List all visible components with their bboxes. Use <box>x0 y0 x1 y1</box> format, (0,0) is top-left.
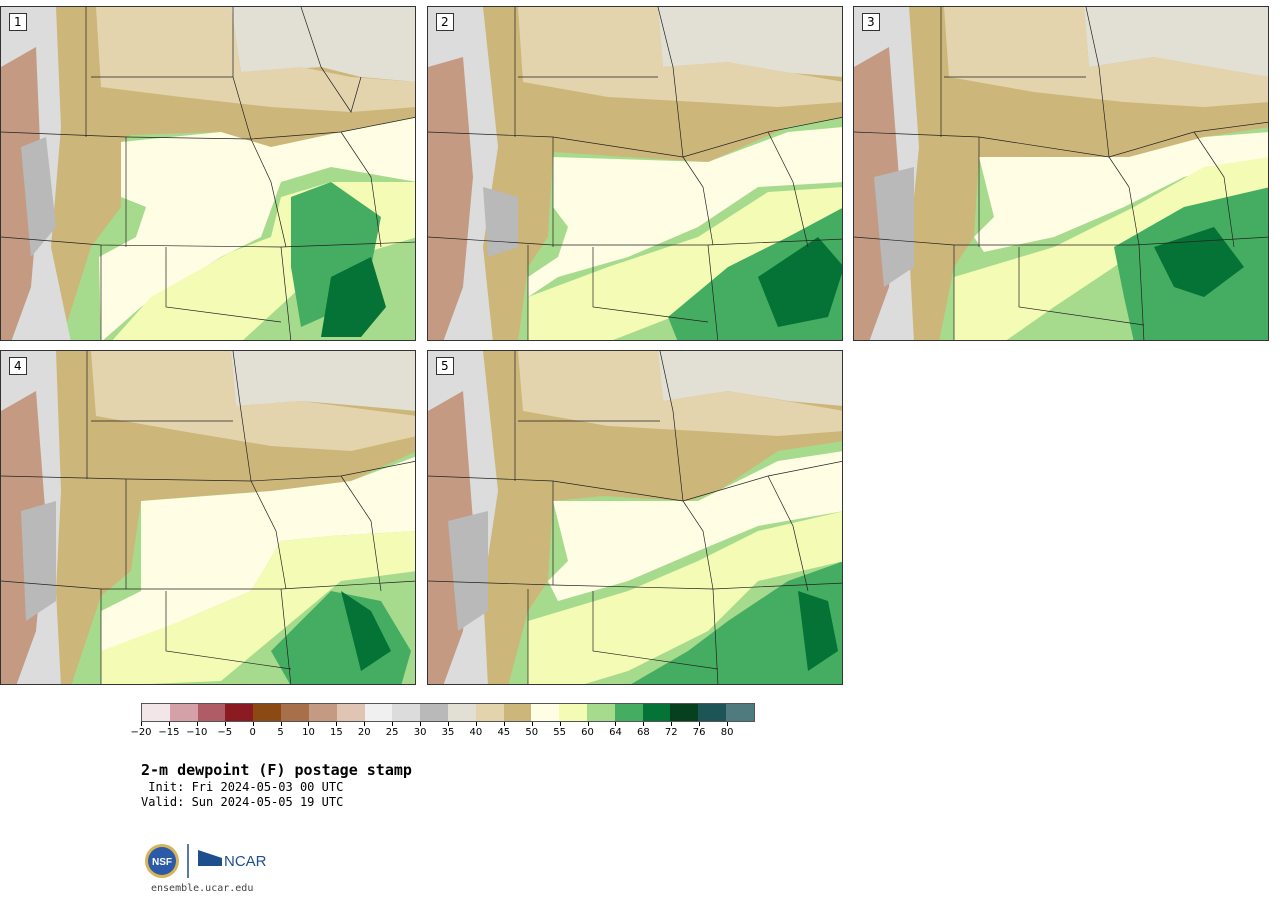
colorbar-tick <box>252 722 254 726</box>
colorbar-tick-label: 0 <box>249 727 256 738</box>
colorbar-tick <box>531 722 533 726</box>
colorbar-swatch <box>364 704 393 721</box>
colorbar-tick-label: 60 <box>581 727 594 738</box>
colorbar-swatch <box>253 704 282 721</box>
logos: NSF NCAR <box>144 842 274 880</box>
colorbar-tick <box>643 722 645 726</box>
colorbar-tick <box>196 722 198 726</box>
colorbar <box>141 703 755 722</box>
colorbar-tick <box>587 722 589 726</box>
colorbar-swatch <box>642 704 671 721</box>
dewpoint-map-5 <box>428 351 842 684</box>
ncar-logo-text: NCAR <box>224 853 267 870</box>
map-title: 2-m dewpoint (F) postage stamp <box>141 761 412 779</box>
colorbar-tick <box>141 722 142 726</box>
colorbar-tick-label: 10 <box>302 727 315 738</box>
colorbar-tick <box>671 722 673 726</box>
map-panel-3: 3 <box>853 6 1269 341</box>
map-panel-5: 5 <box>427 350 843 685</box>
colorbar-tick-label: 5 <box>277 727 284 738</box>
colorbar-tick-label: 50 <box>525 727 539 738</box>
colorbar-tick <box>280 722 282 726</box>
colorbar-tick <box>336 722 338 726</box>
colorbar-tick-label: 72 <box>664 727 678 738</box>
map-panel-4: 4 <box>0 350 416 685</box>
colorbar-tick-label: 45 <box>497 727 511 738</box>
valid-time: Valid: Sun 2024-05-05 19 UTC <box>141 795 344 809</box>
colorbar-tick-label: 35 <box>441 727 455 738</box>
colorbar-swatch <box>559 704 587 721</box>
colorbar-tick-label: 15 <box>329 727 343 738</box>
colorbar-tick-label: 68 <box>636 727 650 738</box>
colorbar-swatch <box>531 704 560 721</box>
colorbar-swatch <box>475 704 504 721</box>
colorbar-swatch <box>336 704 365 721</box>
colorbar-swatch <box>726 704 754 721</box>
colorbar-swatch <box>197 704 226 721</box>
colorbar-tick <box>727 722 729 726</box>
colorbar-swatch <box>308 704 337 721</box>
colorbar-tick-label: 80 <box>720 727 734 738</box>
colorbar-tick-label: 30 <box>413 727 427 738</box>
dewpoint-map-4 <box>1 351 415 684</box>
colorbar-tick <box>615 722 617 726</box>
dewpoint-map-3 <box>854 7 1268 340</box>
ncar-mark-icon <box>198 850 222 866</box>
nsf-ncar-logo: NSF NCAR <box>145 844 267 878</box>
colorbar-tick <box>420 722 422 726</box>
colorbar-tick-label: 55 <box>553 727 566 738</box>
colorbar-swatch <box>614 704 643 721</box>
colorbar-swatch <box>670 704 699 721</box>
colorbar-tick-label: 40 <box>469 727 483 738</box>
colorbar-tick <box>168 722 170 726</box>
colorbar-swatch <box>698 704 727 721</box>
colorbar-swatch <box>142 704 170 721</box>
colorbar-swatch <box>503 704 532 721</box>
colorbar-tick-label: −5 <box>217 727 233 738</box>
colorbar-tick-label: 76 <box>692 727 706 738</box>
colorbar-swatch <box>392 704 421 721</box>
panel-number: 1 <box>9 13 27 31</box>
map-panel-1: 1 <box>0 6 416 341</box>
colorbar-swatch <box>587 704 615 721</box>
colorbar-swatch <box>447 704 476 721</box>
colorbar-tick <box>392 722 394 726</box>
panel-number: 2 <box>436 13 454 31</box>
colorbar-tick <box>308 722 310 726</box>
colorbar-tick <box>559 722 561 726</box>
dewpoint-map-1 <box>1 7 415 340</box>
dewpoint-map-2 <box>428 7 842 340</box>
init-time: Init: Fri 2024-05-03 00 UTC <box>141 780 344 794</box>
colorbar-tick-label: 25 <box>385 727 399 738</box>
panel-number: 4 <box>9 357 27 375</box>
colorbar-swatch <box>169 704 198 721</box>
colorbar-swatch <box>420 704 448 721</box>
colorbar-tick-label: −10 <box>186 727 208 738</box>
colorbar-tick <box>448 722 449 726</box>
colorbar-tick <box>364 722 366 726</box>
map-panel-2: 2 <box>427 6 843 341</box>
panel-number: 5 <box>436 357 454 375</box>
colorbar-swatch <box>281 704 309 721</box>
colorbar-tick <box>503 722 505 726</box>
colorbar-tick-label: 64 <box>609 727 622 738</box>
colorbar-ticks: −20 −15 −10 −5 0 5 10 15 20 25 30 35 40 45 50 55 60 64 68 7… <box>130 722 755 742</box>
colorbar-tick-label: 20 <box>357 727 371 738</box>
colorbar-tick <box>475 722 477 726</box>
colorbar-tick-label: −15 <box>158 727 180 738</box>
colorbar-tick-label: −20 <box>130 727 152 738</box>
colorbar-tick <box>699 722 701 726</box>
website-url[interactable]: ensemble.ucar.edu <box>151 883 254 894</box>
panel-number: 3 <box>862 13 880 31</box>
nsf-logo-text: NSF <box>152 857 172 868</box>
colorbar-swatch <box>225 704 254 721</box>
colorbar-tick <box>224 722 226 726</box>
